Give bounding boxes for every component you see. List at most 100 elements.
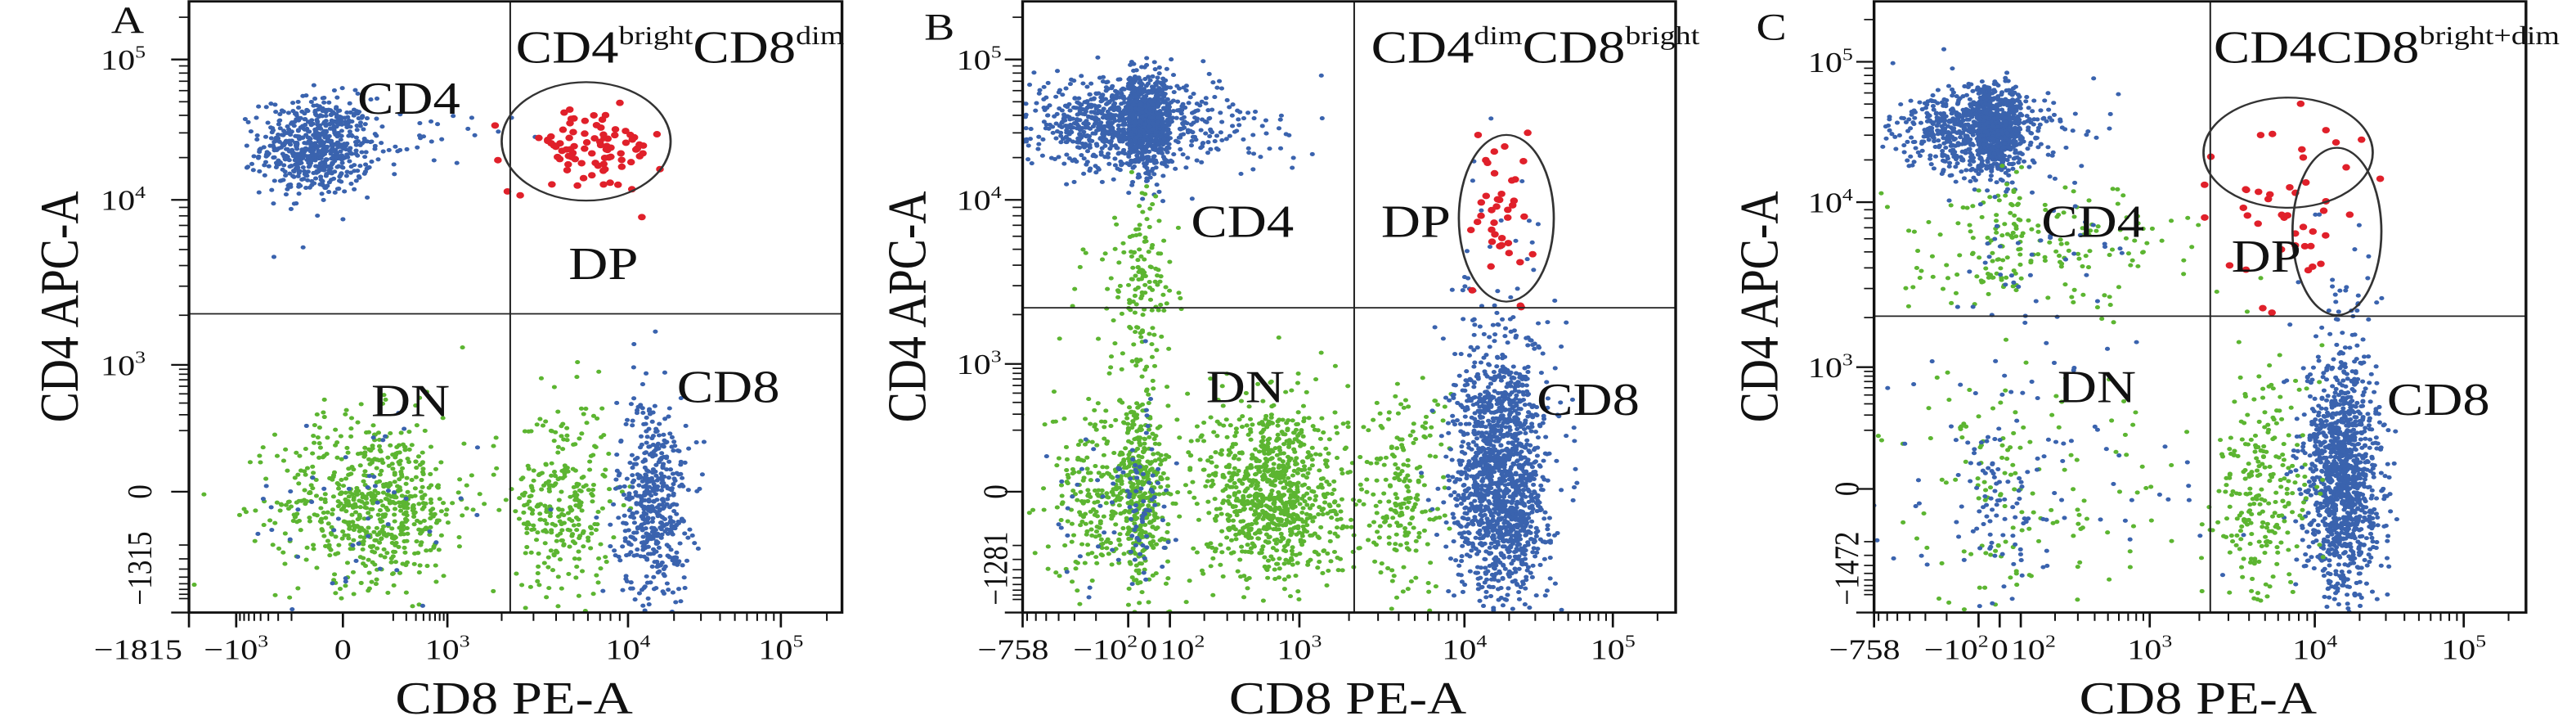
data-point — [405, 502, 411, 507]
data-point — [306, 135, 312, 140]
data-point — [1156, 71, 1162, 76]
data-point — [606, 451, 612, 457]
data-point — [1215, 398, 1221, 403]
data-point — [363, 150, 369, 155]
data-point — [282, 169, 288, 174]
data-point — [675, 520, 681, 526]
data-point — [420, 471, 426, 476]
data-point — [1108, 140, 1114, 146]
data-point — [553, 430, 559, 435]
data-point — [1082, 499, 1088, 504]
data-point — [543, 462, 549, 466]
data-point — [652, 508, 657, 514]
data-point — [1074, 126, 1080, 131]
data-point — [648, 493, 654, 498]
data-point — [1108, 365, 1114, 370]
data-point — [1113, 522, 1119, 527]
data-point — [403, 496, 409, 501]
data-point — [429, 511, 434, 516]
data-point — [1160, 87, 1166, 92]
data-point — [1167, 259, 1173, 264]
data-point — [1144, 56, 1150, 61]
data-point — [295, 554, 301, 560]
data-point — [367, 544, 373, 549]
data-point — [441, 501, 447, 506]
data-point — [651, 574, 657, 579]
data-point — [630, 586, 635, 591]
data-point — [347, 129, 352, 134]
ellipse-gate[interactable] — [500, 81, 672, 202]
data-point — [538, 517, 544, 522]
data-point — [294, 142, 300, 146]
data-point — [1109, 500, 1115, 505]
data-point — [516, 516, 523, 521]
data-point — [296, 117, 302, 122]
data-point — [1140, 209, 1146, 214]
data-point — [321, 141, 326, 146]
data-point — [379, 124, 385, 129]
data-point — [346, 466, 352, 471]
data-point — [258, 146, 263, 151]
data-point — [586, 538, 591, 543]
data-point — [1132, 557, 1138, 562]
data-point — [581, 130, 589, 137]
data-point — [1077, 554, 1083, 559]
data-point — [372, 489, 378, 493]
data-point — [653, 131, 662, 137]
population-label-dn: DN — [371, 376, 450, 426]
data-point — [1129, 358, 1135, 363]
population-label-dp: DP — [568, 239, 638, 290]
data-point — [558, 531, 563, 536]
data-point — [1115, 474, 1120, 479]
data-point — [339, 536, 345, 541]
data-point — [649, 564, 655, 569]
data-point — [267, 518, 273, 523]
data-point — [545, 565, 551, 570]
data-point — [307, 515, 312, 520]
data-point — [420, 484, 425, 489]
data-point — [1138, 503, 1143, 508]
data-point — [1124, 430, 1130, 435]
data-point — [1090, 124, 1096, 129]
data-point — [1317, 559, 1322, 565]
data-point — [573, 575, 579, 580]
data-point — [669, 435, 675, 439]
data-point — [294, 500, 299, 505]
data-point — [328, 165, 334, 171]
data-point — [1239, 425, 1245, 430]
data-point — [312, 110, 318, 115]
data-point — [1092, 408, 1097, 412]
data-point — [1165, 146, 1170, 151]
data-point — [566, 571, 572, 577]
data-point — [1246, 150, 1252, 155]
data-point — [271, 254, 277, 259]
data-point — [388, 560, 394, 565]
data-point — [392, 507, 398, 511]
data-point — [314, 513, 320, 518]
data-point — [542, 503, 548, 508]
data-point — [671, 561, 677, 566]
data-point — [361, 528, 366, 533]
data-point — [673, 557, 679, 563]
data-point — [1093, 509, 1099, 515]
data-point — [1116, 538, 1122, 543]
data-point — [630, 473, 635, 478]
data-point — [428, 508, 433, 513]
data-point — [291, 201, 297, 206]
data-point — [677, 624, 682, 628]
data-point — [587, 459, 593, 464]
data-point — [594, 573, 599, 578]
data-point — [339, 596, 344, 601]
data-point — [348, 110, 353, 115]
data-point — [590, 135, 599, 142]
data-point — [1131, 509, 1137, 514]
data-point — [1106, 495, 1111, 500]
data-point — [1160, 155, 1166, 160]
data-point — [368, 507, 374, 511]
data-point — [461, 441, 467, 446]
data-point — [256, 154, 262, 160]
data-point — [1153, 165, 1159, 170]
data-point — [1263, 118, 1269, 123]
data-point — [1218, 562, 1223, 567]
data-point — [1206, 116, 1212, 121]
